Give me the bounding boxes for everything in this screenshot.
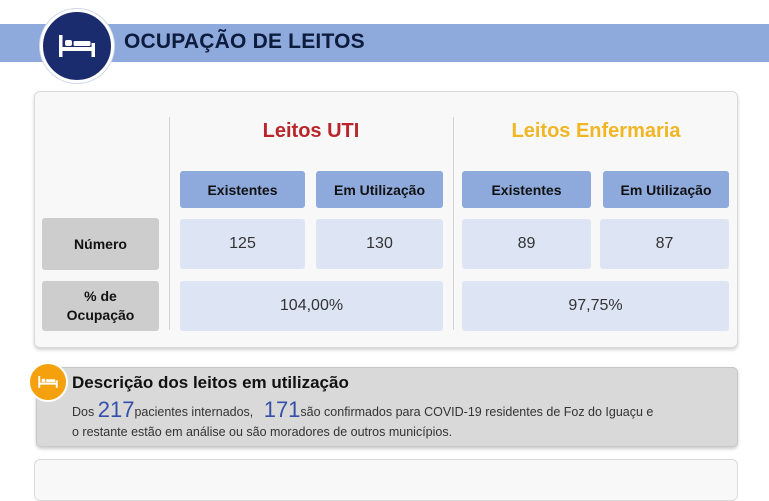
col-header-uti-existentes: Existentes [180,171,305,208]
page-title: OCUPAÇÃO DE LEITOS [124,30,365,53]
description-line-2: o restante estão em análise ou são morad… [72,425,453,439]
header-badge [40,9,114,83]
cell-uti-ocupacao: 104,00% [180,281,443,331]
count-confirmados: 171 [263,397,301,422]
vertical-divider-left [169,117,170,330]
description-line-1: Dos 217pacientes internados, 171são conf… [72,397,653,423]
row-header-numero: Número [42,218,159,270]
row-header-ocupacao: % de Ocupação [42,281,159,331]
count-internados: 217 [97,397,135,422]
description-title: Descrição dos leitos em utilização [72,373,349,392]
vertical-divider-middle [453,117,454,330]
description-confirmados-text: são confirmados para COVID-19 residentes… [300,405,654,419]
group-title-uti: Leitos UTI [262,120,360,142]
col-header-uti-em-utilizacao: Em Utilização [316,171,443,208]
header-bar [0,24,769,62]
description-internados-text: pacientes internados, [134,405,254,419]
cell-uti-em-utilizacao: 130 [316,219,443,269]
bed-icon [59,35,95,57]
description-card [36,367,738,447]
description-prefix: Dos [72,405,95,419]
group-title-enfermaria: Leitos Enfermaria [511,120,681,142]
col-header-enf-existentes: Existentes [462,171,591,208]
cell-uti-existentes: 125 [180,219,305,269]
bed-icon [38,376,58,388]
cell-enf-em-utilizacao: 87 [600,219,729,269]
cell-enf-existentes: 89 [462,219,591,269]
next-card [34,459,738,501]
description-badge [28,362,68,402]
row-header-ocupacao-line2: Ocupação [66,307,135,323]
col-header-enf-em-utilizacao: Em Utilização [603,171,729,208]
row-header-ocupacao-line1: % de [84,288,117,304]
cell-enf-ocupacao: 97,75% [462,281,729,331]
